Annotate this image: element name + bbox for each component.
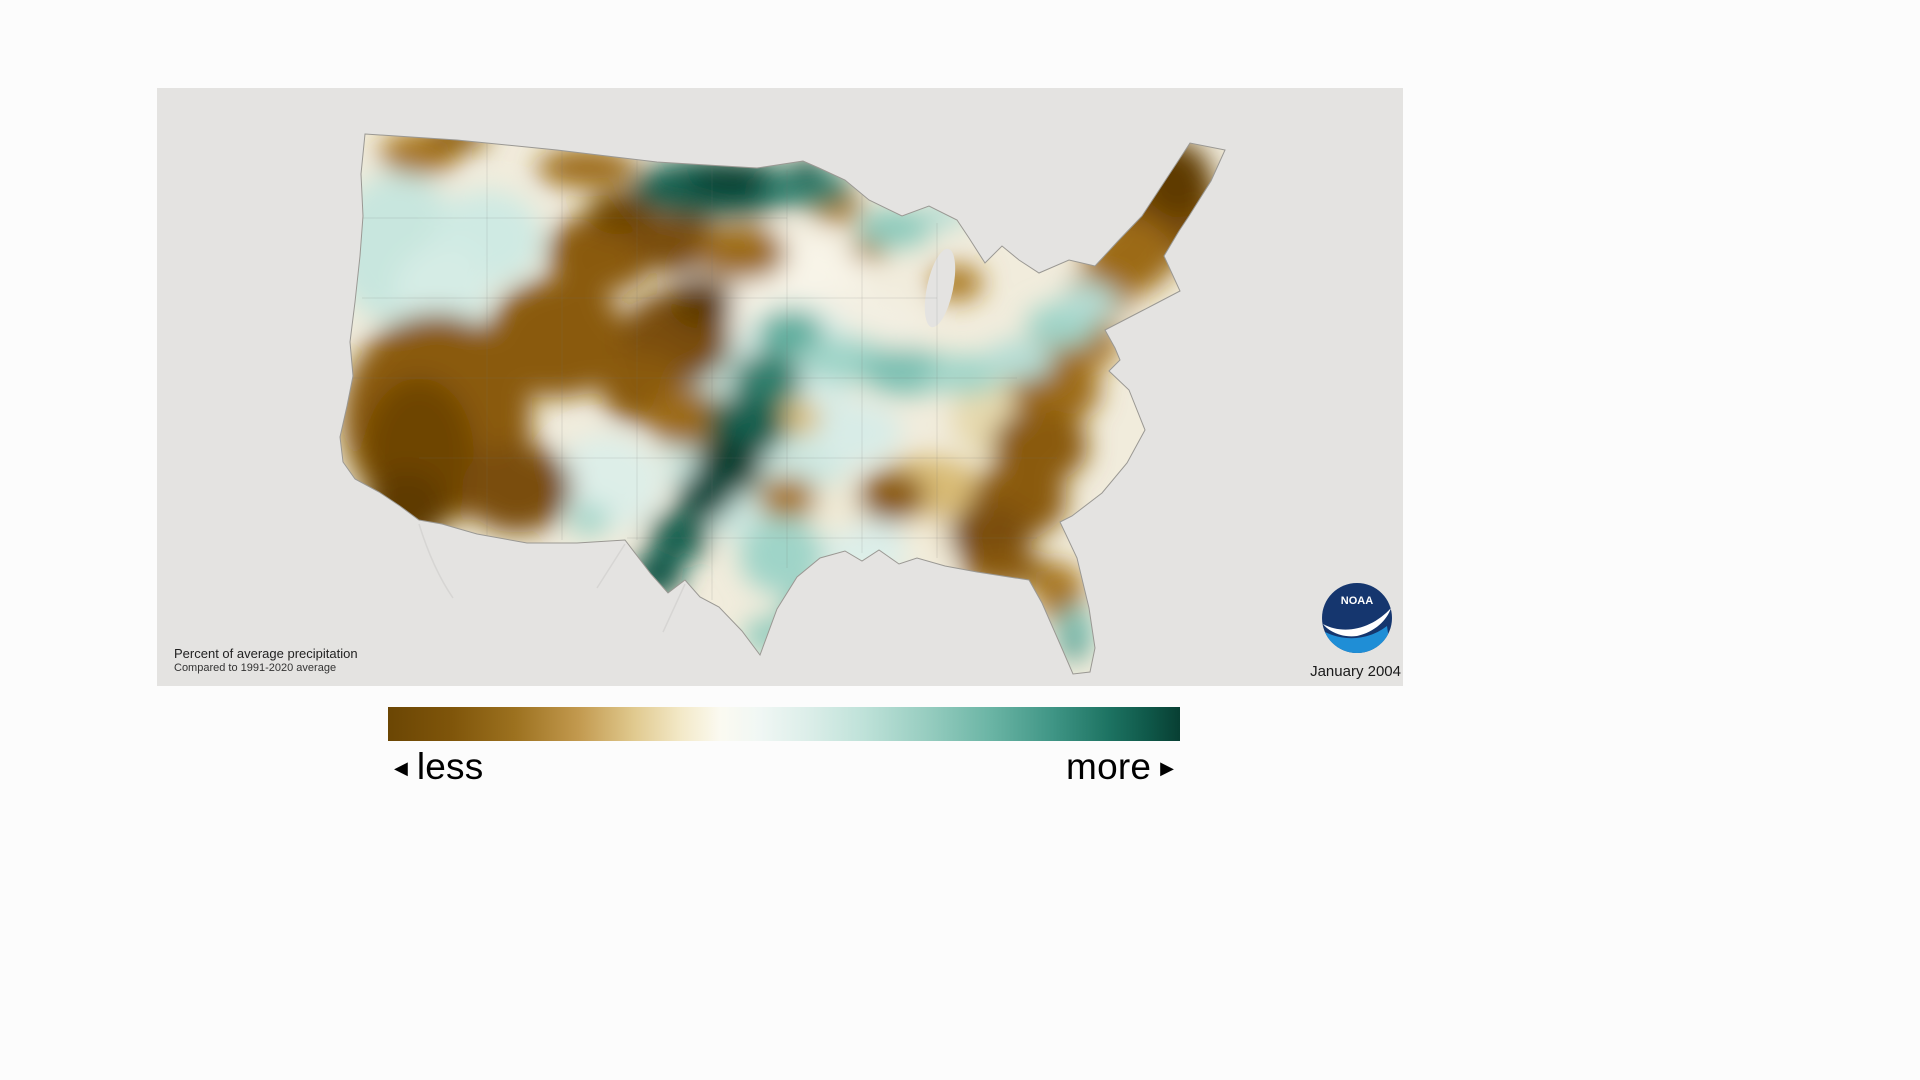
legend-labels: ◀ less more ▶ (388, 744, 1180, 790)
legend-less: ◀ less (388, 746, 489, 788)
date-label: January 2004 (1310, 663, 1401, 680)
left-arrow-icon: ◀ (394, 758, 408, 778)
state-borders (340, 143, 1057, 600)
noaa-wave-shape (1323, 626, 1391, 653)
lake-michigan (924, 248, 956, 328)
noaa-logo: NOAA (1321, 582, 1393, 654)
caption-subtitle: Compared to 1991-2020 average (174, 662, 337, 675)
precipitation-map-panel: Percent of average precipitation Compare… (157, 88, 1403, 686)
right-arrow-icon: ▶ (1160, 758, 1174, 778)
legend-more-label: more (1066, 746, 1152, 787)
noaa-logo-emblem: NOAA (1322, 583, 1392, 653)
neighbor-borders (418, 523, 686, 633)
colorbar (388, 707, 1180, 741)
us-precipitation-map (339, 133, 1226, 675)
caption-title: Percent of average precipitation (174, 646, 358, 661)
legend-more: more ▶ (1060, 746, 1180, 788)
legend-less-label: less (416, 746, 484, 787)
us-outline (339, 133, 1226, 675)
noaa-gull-icon (1323, 608, 1391, 637)
noaa-logo-text: NOAA (1341, 595, 1373, 607)
precipitation-anomaly-layer (340, 134, 1225, 674)
map-caption: Percent of average precipitation Compare… (174, 646, 358, 676)
